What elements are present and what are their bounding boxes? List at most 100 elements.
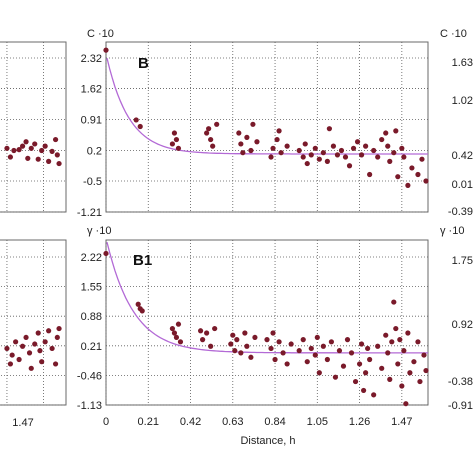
panel-b1-x-tick-label: 0.21 bbox=[138, 416, 159, 428]
panel-b-point bbox=[250, 121, 256, 127]
panel-b1-point bbox=[314, 334, 320, 341]
panel-b-point bbox=[302, 141, 308, 147]
panel-b-point bbox=[334, 152, 341, 158]
panel-b1-point bbox=[336, 348, 343, 354]
panel-b1-point bbox=[175, 321, 182, 327]
right-bottom-panel: γ ·10 1.75 0.92 -0.38 -0.91 bbox=[440, 225, 473, 412]
panel-b-point bbox=[169, 141, 176, 147]
panel-b-point bbox=[137, 123, 143, 130]
panel-b1-point bbox=[344, 337, 351, 343]
panel-b-y-tick-label: 0.2 bbox=[87, 145, 102, 157]
panel-b1-x-tick-label: 0.84 bbox=[264, 416, 285, 428]
panel-b1-point bbox=[393, 325, 399, 332]
panel-b-point bbox=[304, 160, 310, 167]
left-bottom-point bbox=[16, 356, 22, 363]
panel-b1-y-tick-label: -1.13 bbox=[77, 400, 102, 412]
panel-b-point bbox=[326, 126, 332, 132]
panel-b-point bbox=[330, 143, 337, 149]
panel-b1-x-tick-label: 0.42 bbox=[180, 416, 201, 428]
left-top-panel bbox=[0, 41, 67, 213]
panel-b1-point bbox=[208, 343, 214, 349]
panel-b1-y-tick-label: 0.21 bbox=[81, 341, 102, 353]
panel-b1-point bbox=[200, 337, 206, 343]
right-bottom-y-tick-label: 1.75 bbox=[452, 255, 473, 267]
panel-b-y-tick-label: 1.62 bbox=[81, 84, 102, 96]
panel-b1-point bbox=[415, 339, 421, 345]
left-bottom-point bbox=[26, 350, 33, 356]
panel-b1-point bbox=[304, 359, 310, 365]
panel-b1-x-tick-label: 0.63 bbox=[222, 416, 243, 428]
panel-b-point bbox=[236, 130, 242, 136]
panel-b-point bbox=[274, 136, 280, 143]
left-top-point bbox=[32, 141, 38, 147]
left-bottom-panel: 1.47 bbox=[0, 239, 67, 429]
right-bottom-y-tick-label: -0.38 bbox=[448, 376, 473, 388]
right-bottom-y-tick-label: 0.92 bbox=[452, 319, 473, 331]
panel-b1-y-tick-label: 2.22 bbox=[81, 252, 102, 264]
panel-b-y-ticks: 2.32 1.62 0.91 0.2 -0.5 -1.21 bbox=[77, 53, 102, 219]
panel-b1-point bbox=[361, 387, 367, 394]
panel-b-point bbox=[244, 134, 250, 140]
panel-b1-x-tick-label: 1.47 bbox=[391, 416, 412, 428]
panel-b-point bbox=[254, 139, 260, 145]
panel-b1-point bbox=[264, 337, 270, 343]
left-bottom-point bbox=[19, 343, 26, 349]
panel-b1-point bbox=[367, 356, 373, 363]
panel-b1: γ ·10 2.22 1.55 0.88 0.21 -0.46 -1.13 0 0.21 0.… bbox=[77, 225, 429, 447]
left-top-point bbox=[49, 148, 55, 154]
panel-b-point bbox=[238, 141, 244, 147]
right-bottom-y-axis-label: γ ·10 bbox=[440, 225, 464, 237]
panel-b-point bbox=[248, 147, 254, 154]
panel-b-point bbox=[270, 145, 276, 151]
panel-b1-point bbox=[371, 392, 377, 398]
panel-b1-point bbox=[340, 363, 347, 369]
panel-b1-point bbox=[316, 370, 322, 376]
panel-b1-label: B1 bbox=[133, 252, 152, 269]
panel-b1-point bbox=[320, 343, 326, 349]
panel-b1-point bbox=[383, 332, 389, 338]
panel-b1-y-ticks: 2.22 1.55 0.88 0.21 -0.46 -1.13 bbox=[77, 252, 102, 412]
panel-b-point bbox=[409, 165, 415, 171]
panel-b1-point bbox=[244, 343, 250, 349]
panel-b-point bbox=[342, 154, 349, 160]
panel-b-point bbox=[393, 128, 399, 134]
panel-b1-point bbox=[363, 370, 369, 376]
left-bottom-point bbox=[4, 345, 10, 352]
panel-b1-x-tick-label: 1.05 bbox=[307, 416, 328, 428]
panel-b1-point bbox=[139, 308, 145, 314]
panel-b-point bbox=[103, 47, 109, 53]
panel-b1-point bbox=[395, 361, 401, 367]
panel-b-y-axis-label: C ·10 bbox=[87, 28, 114, 40]
panel-b-point bbox=[395, 174, 401, 180]
left-bottom-point bbox=[49, 345, 55, 352]
left-top-point bbox=[7, 154, 14, 160]
panel-b1-x-ticks: 0 0.21 0.42 0.63 0.84 1.05 1.26 1.47 bbox=[103, 416, 413, 428]
panel-b1-point bbox=[332, 374, 339, 380]
panel-b-point bbox=[385, 143, 391, 149]
panel-b1-point bbox=[242, 330, 248, 336]
panel-b1-point bbox=[375, 343, 381, 349]
panel-b1-frame bbox=[105, 239, 429, 406]
panel-b1-point bbox=[308, 345, 314, 352]
panel-b-point bbox=[379, 136, 385, 143]
panel-b1-point bbox=[417, 378, 423, 385]
panel-b-point bbox=[338, 147, 345, 154]
panel-b1-fit-curve bbox=[106, 242, 428, 354]
panel-b1-point bbox=[407, 370, 413, 376]
panel-b1-point bbox=[399, 383, 405, 389]
left-top-point bbox=[23, 139, 29, 145]
panel-b-point bbox=[278, 150, 284, 156]
panel-b1-point bbox=[403, 401, 409, 407]
left-bottom-point bbox=[42, 339, 48, 345]
right-top-y-tick-label: -0.39 bbox=[448, 206, 473, 218]
panel-b1-point bbox=[177, 339, 184, 345]
panel-b-point bbox=[171, 130, 178, 136]
right-top-y-tick-label: 0.01 bbox=[452, 179, 473, 191]
panel-b1-point bbox=[252, 334, 258, 341]
panel-b-y-tick-label: 0.91 bbox=[81, 115, 102, 127]
panel-b-y-tick-label: -1.21 bbox=[77, 207, 102, 219]
panel-b1-point bbox=[135, 301, 141, 307]
right-top-y-axis-label: C ·10 bbox=[440, 28, 467, 40]
panel-b-point bbox=[405, 182, 411, 188]
